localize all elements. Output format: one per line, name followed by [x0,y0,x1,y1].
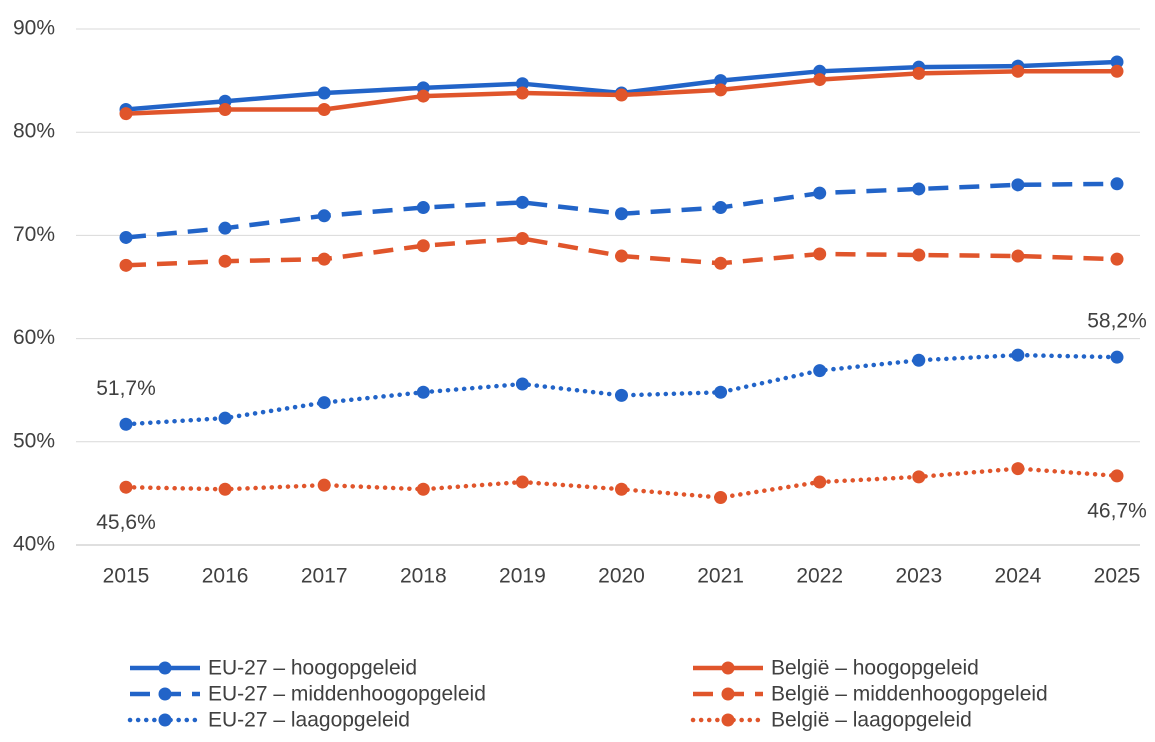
data-point [515,231,529,245]
x-tick-label: 2024 [995,565,1042,588]
data-point [218,254,232,268]
data-point [912,470,926,484]
data-label: 45,6% [96,511,156,534]
data-point [1011,64,1025,78]
data-label: 51,7% [96,377,156,400]
legend-marker [721,687,735,701]
data-point [615,88,628,102]
data-point [119,230,133,244]
data-point [1110,55,1124,69]
data-point [912,353,926,367]
data-point [813,247,827,261]
legend-label: EU-27 – middenhoogopgeleid [208,683,486,706]
data-point [317,86,331,100]
data-point [515,377,529,391]
data-point [714,74,728,88]
data-point [317,478,331,492]
y-tick-label: 80% [13,120,55,143]
legend-label: België – hoogopgeleid [771,657,979,680]
x-tick-label: 2015 [103,565,150,588]
y-tick-label: 50% [13,429,55,452]
data-point [515,86,529,100]
data-point [119,480,133,494]
data-point [119,417,133,431]
data-point [714,385,728,399]
x-tick-label: 2020 [598,565,645,588]
data-point [317,102,331,116]
legend-marker [158,713,172,727]
data-point [218,102,232,116]
data-label: 46,7% [1087,499,1147,522]
data-point [714,491,728,505]
x-tick-label: 2023 [895,565,942,588]
legend-label: België – middenhoogopgeleid [771,683,1048,706]
data-point [615,207,628,221]
data-point [912,182,926,196]
data-point [317,396,331,410]
legend-marker [721,713,735,727]
data-point [416,89,430,103]
legend-label: EU-27 – hoogopgeleid [208,657,417,680]
data-point [615,249,628,263]
data-point [416,482,430,496]
data-point [119,107,133,121]
x-tick-label: 2019 [499,565,546,588]
legend-marker [158,687,172,701]
data-point [912,66,926,80]
data-point [615,388,628,402]
legend-label: België – laagopgeleid [771,709,972,732]
x-tick-label: 2021 [697,565,744,588]
data-point [1110,252,1124,266]
data-point [1110,64,1124,78]
data-point [317,209,331,223]
data-point [1011,249,1025,263]
data-label: 58,2% [1087,310,1147,333]
data-point [813,475,827,489]
data-point [416,239,430,253]
y-tick-label: 60% [13,326,55,349]
data-point [1011,348,1025,362]
y-tick-label: 90% [13,17,55,40]
x-tick-label: 2016 [202,565,249,588]
data-point [1110,469,1124,483]
data-point [714,83,728,97]
legend-marker [158,661,172,675]
x-tick-label: 2025 [1094,565,1141,588]
data-point [813,364,827,378]
data-point [615,482,628,496]
data-point [515,195,529,209]
data-point [515,475,529,489]
data-point [119,258,133,272]
x-tick-label: 2022 [796,565,843,588]
data-point [813,186,827,200]
data-point [1110,350,1124,364]
data-point [1011,462,1025,476]
series-line [125,59,1118,112]
data-point [813,73,827,87]
x-tick-label: 2018 [400,565,447,588]
data-point [714,201,728,215]
y-tick-label: 70% [13,223,55,246]
data-point [515,77,529,91]
y-tick-label: 40% [13,533,55,556]
legend-marker [721,661,735,675]
x-tick-label: 2017 [301,565,348,588]
data-point [218,221,232,235]
data-point [1011,178,1025,192]
data-point [1110,177,1124,191]
data-point [317,252,331,266]
data-point [218,482,232,496]
legend-label: EU-27 – laagopgeleid [208,709,410,732]
data-point [218,411,232,425]
data-point [416,385,430,399]
data-point [416,201,430,215]
data-point [912,248,926,262]
data-point [714,256,728,270]
